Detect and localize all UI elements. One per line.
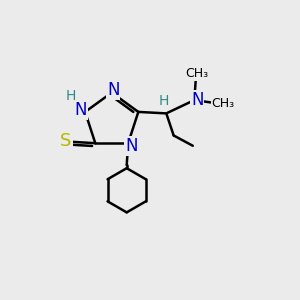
Text: CH₃: CH₃ (185, 67, 208, 80)
Text: CH₃: CH₃ (211, 97, 234, 110)
Text: N: N (125, 136, 138, 154)
Text: N: N (191, 91, 203, 109)
Text: H: H (158, 94, 169, 108)
Text: H: H (65, 89, 76, 103)
Text: S: S (60, 132, 71, 150)
Text: N: N (107, 81, 119, 99)
Text: N: N (74, 101, 87, 119)
